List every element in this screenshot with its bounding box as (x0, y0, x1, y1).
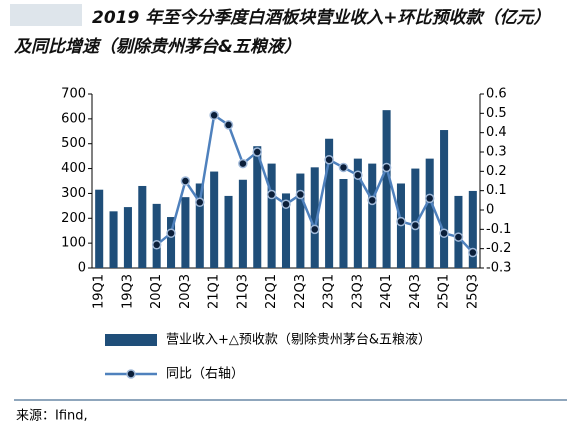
y2-tick-label: 0 (486, 203, 494, 218)
title-decoration (10, 4, 82, 26)
bar (454, 195, 463, 268)
bar (253, 146, 262, 268)
x-tick-label: 21Q1 (207, 274, 222, 309)
line-marker (252, 147, 263, 157)
line-marker (309, 224, 320, 235)
bar (325, 138, 334, 268)
legend-swatch-marker (126, 369, 136, 379)
y-tick-label: 200 (61, 211, 86, 226)
x-tick-label: 22Q3 (293, 274, 308, 309)
bar (440, 130, 449, 268)
line-marker (266, 189, 277, 200)
line-marker (238, 158, 248, 169)
y2-tick-label: 0.3 (486, 145, 507, 160)
bar (224, 195, 233, 268)
x-tick-label: 25Q3 (465, 274, 480, 309)
bar (368, 163, 377, 268)
line-marker (453, 232, 464, 242)
bar (353, 158, 362, 268)
legend-label: 营业收入+△预收款（剔除贵州茅台&五粮液） (166, 333, 431, 348)
line-marker (468, 247, 478, 258)
x-tick-label: 20Q1 (149, 274, 164, 309)
bar (281, 193, 291, 268)
line-marker (180, 176, 191, 186)
bar (181, 197, 190, 268)
legend-swatch (105, 334, 157, 346)
x-tick-label: 20Q3 (178, 274, 193, 309)
bar (195, 183, 204, 268)
y-tick-label: 600 (61, 111, 86, 126)
line-marker (338, 162, 349, 173)
line-marker (166, 228, 176, 238)
y-tick-label: 700 (61, 87, 86, 102)
bar (109, 211, 118, 268)
bar (382, 110, 391, 269)
x-tick-label: 24Q1 (379, 274, 394, 309)
y2-tick-label: 0.2 (486, 164, 507, 179)
bar (138, 185, 147, 268)
line-marker (223, 120, 234, 130)
y2-tick-label: 0.4 (486, 125, 507, 140)
y-tick-label: 100 (61, 236, 86, 251)
legend-label: 同比（右轴） (166, 367, 244, 382)
bar (210, 171, 219, 268)
bar (296, 173, 305, 268)
y2-tick-label: -0.2 (486, 241, 511, 256)
x-tick-label: 23Q1 (322, 274, 337, 309)
line-marker (367, 195, 377, 206)
y-tick-label: 300 (61, 186, 86, 201)
bar (425, 158, 434, 268)
line-marker (209, 110, 219, 121)
y2-tick-label: 0.6 (486, 87, 507, 102)
line-marker (381, 162, 392, 173)
line-marker (353, 170, 363, 180)
line-marker (439, 228, 449, 238)
x-tick-label: 21Q3 (235, 274, 250, 309)
y2-tick-label: -0.1 (486, 222, 511, 237)
line-marker (410, 220, 421, 231)
y2-tick-label: 0.5 (486, 106, 507, 121)
line-marker (324, 154, 334, 165)
line-marker (295, 189, 306, 200)
x-tick-label: 19Q1 (92, 274, 107, 309)
x-tick-label: 22Q1 (264, 274, 279, 309)
y-tick-label: 400 (61, 161, 86, 176)
line-marker (396, 216, 406, 227)
y2-tick-label: -0.3 (486, 261, 511, 276)
line-marker (424, 193, 435, 204)
x-tick-label: 23Q3 (350, 274, 365, 309)
bar (167, 217, 176, 268)
x-tick-label: 19Q3 (120, 274, 135, 309)
y-tick-label: 500 (61, 136, 86, 151)
x-tick-label: 24Q3 (408, 274, 423, 309)
bar (238, 179, 247, 268)
line-marker (281, 199, 291, 209)
bar (468, 190, 477, 268)
bar (339, 179, 348, 268)
line-marker (195, 197, 205, 208)
line-marker (151, 240, 162, 250)
bar (310, 167, 319, 268)
source: 来源：Ifind, (16, 409, 88, 424)
y-tick-label: 0 (78, 261, 86, 276)
bar (123, 207, 132, 268)
bar (411, 168, 420, 268)
chart-title: 2019 年至今分季度白酒板块营业收入+环比预收款（亿元）及同比增速（剔除贵州茅… (14, 8, 551, 57)
y2-tick-label: 0.1 (486, 183, 507, 198)
bar (267, 163, 276, 268)
bar (152, 203, 161, 268)
x-tick-label: 25Q1 (437, 274, 452, 309)
bar (95, 189, 104, 268)
